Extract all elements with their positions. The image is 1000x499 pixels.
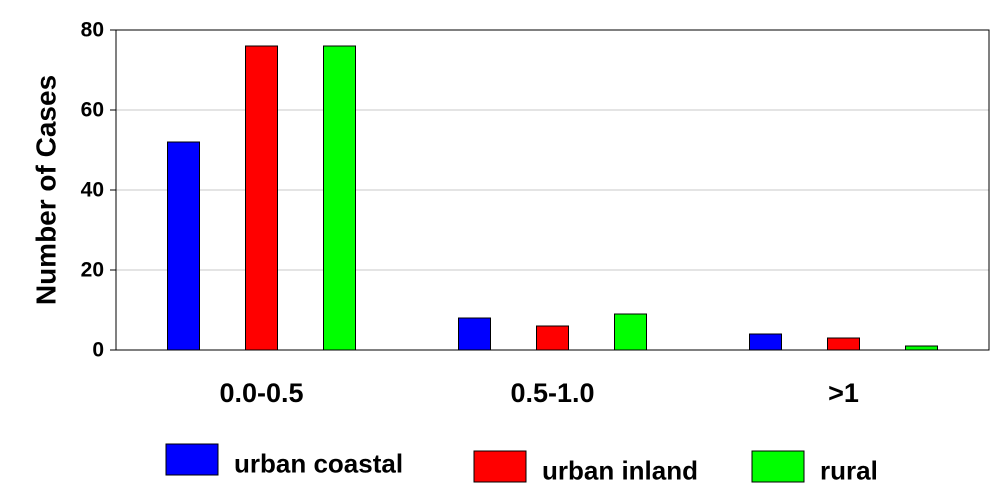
y-tick-label: 0: [92, 339, 104, 362]
legend: urban coastal urban inland rural: [165, 443, 878, 486]
bar-urban-inland-2: [827, 337, 860, 351]
y-axis-title: Number of Cases: [31, 75, 62, 305]
x-category-label: 0.0-0.5: [219, 378, 303, 408]
x-category-label: 0.5-1.0: [510, 378, 594, 408]
bars: [167, 45, 938, 351]
bar-rural-2: [905, 345, 938, 351]
legend-label-urban-coastal: urban coastal: [234, 449, 403, 479]
bar-urban-inland-0: [245, 45, 278, 351]
legend-label-rural: rural: [820, 456, 878, 486]
legend-swatch-urban-coastal: [165, 443, 219, 476]
bar-urban-coastal-0: [167, 141, 200, 351]
y-tick-label: 60: [81, 99, 104, 122]
y-tick-label: 80: [81, 19, 104, 42]
y-tick-label: 40: [81, 179, 104, 202]
bar-rural-1: [614, 313, 647, 351]
legend-label-urban-inland: urban inland: [542, 456, 698, 486]
x-category-label: >1: [828, 378, 859, 408]
bar-urban-coastal-2: [749, 333, 782, 351]
bar-rural-0: [323, 45, 356, 351]
x-axis-categories: 0.0-0.5 0.5-1.0 >1: [219, 378, 858, 408]
y-tick-label: 20: [81, 259, 104, 282]
legend-swatch-urban-inland: [473, 450, 527, 483]
bar-urban-coastal-1: [458, 317, 491, 351]
legend-swatch-rural: [751, 450, 805, 483]
bar-urban-inland-1: [536, 325, 569, 351]
y-axis-ticks: 0 20 40 60 80: [81, 19, 116, 362]
